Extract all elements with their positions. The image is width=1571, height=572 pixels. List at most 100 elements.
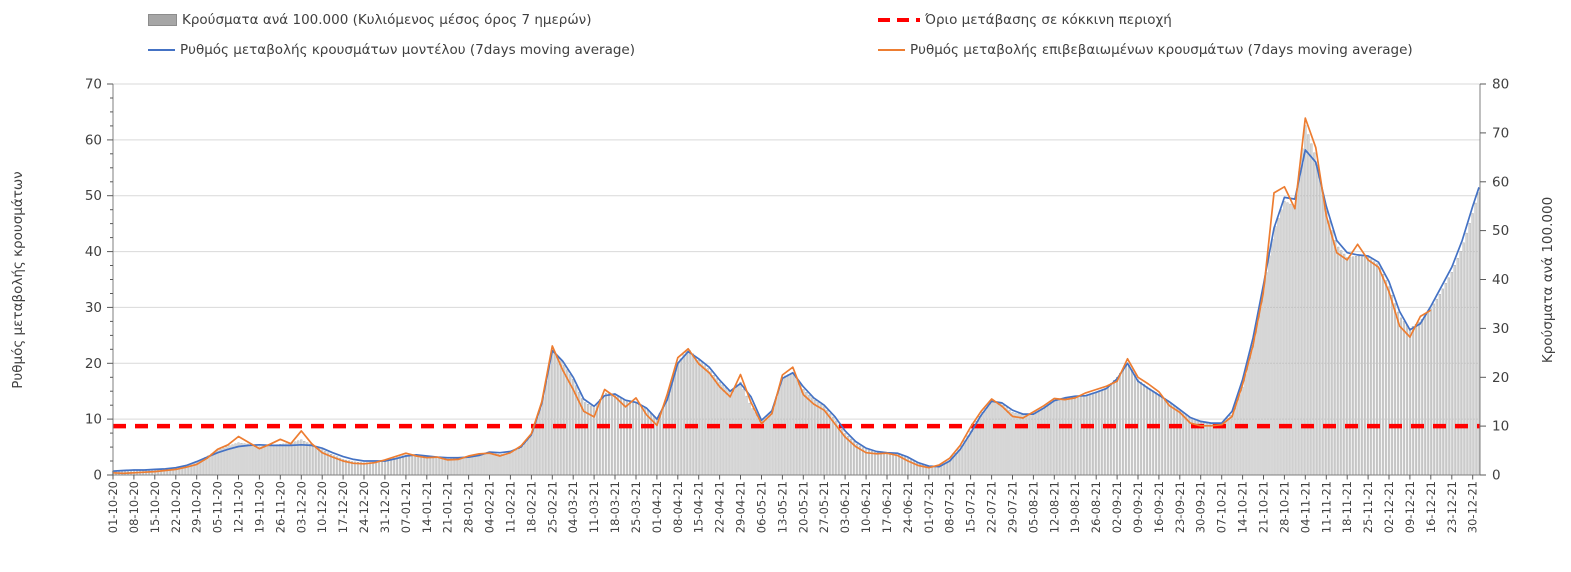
x-axis-date-label: 02-12-21 xyxy=(1382,481,1396,533)
x-axis-date-label: 08-04-21 xyxy=(671,481,685,533)
right-axis-tick-label: 10 xyxy=(1492,419,1509,435)
x-axis-date-label: 29-04-21 xyxy=(734,481,748,533)
x-axis-date-label: 03-06-21 xyxy=(838,481,852,533)
x-axis-date-label: 18-03-21 xyxy=(608,481,622,533)
x-axis-date-label: 30-09-21 xyxy=(1194,481,1208,533)
x-axis-date-label: 25-11-21 xyxy=(1361,481,1375,533)
left-axis-tick-label: 70 xyxy=(85,77,102,93)
left-axis-tick-label: 30 xyxy=(85,300,102,316)
gridlines xyxy=(113,83,1480,420)
x-axis-date-label: 14-10-21 xyxy=(1236,481,1250,533)
x-axis-date-label: 12-08-21 xyxy=(1047,481,1061,533)
x-axis-date-label: 21-01-21 xyxy=(441,481,455,533)
x-axis-date-label: 04-02-21 xyxy=(483,481,497,533)
x-axis-date-label: 25-03-21 xyxy=(629,481,643,533)
blue-line-swatch-icon xyxy=(148,48,175,52)
x-axis-date-label: 25-02-21 xyxy=(545,481,559,533)
x-axis-date-label: 05-08-21 xyxy=(1026,481,1040,533)
cases-bars-series xyxy=(111,125,1480,476)
x-axis-date-label: 23-09-21 xyxy=(1173,481,1187,533)
x-axis-date-label: 04-11-21 xyxy=(1298,481,1312,533)
right-axis-tick-label: 30 xyxy=(1492,321,1509,337)
x-axis-date-label: 22-07-21 xyxy=(985,481,999,533)
right-axis-title: Κρούσματα ανά 100.000 xyxy=(1540,197,1556,363)
x-axis-date-label: 11-03-21 xyxy=(587,481,601,533)
right-axis-tick-label: 40 xyxy=(1492,272,1509,288)
right-axis-tick-label: 50 xyxy=(1492,223,1509,239)
x-axis-date-label: 24-06-21 xyxy=(901,481,915,533)
left-axis-tick-label: 0 xyxy=(93,468,102,484)
x-axis-date-label: 01-07-21 xyxy=(922,481,936,533)
x-axis-date-label: 12-11-20 xyxy=(232,481,246,533)
x-axis-date-label: 27-05-21 xyxy=(817,481,831,533)
right-axis: 0 10 20 30 40 50 60 70 80 xyxy=(1480,77,1509,484)
x-axis-date-label: 18-02-21 xyxy=(524,481,538,533)
x-axis-date-label: 26-08-21 xyxy=(1089,481,1103,533)
x-axis-date-label: 28-10-21 xyxy=(1277,481,1291,533)
x-axis-date-label: 16-12-21 xyxy=(1424,481,1438,533)
legend-item-confirmed-rate: Ρυθμός μεταβολής επιβεβαιωμένων κρουσμάτ… xyxy=(878,41,1413,59)
x-axis-date-label: 29-07-21 xyxy=(1006,481,1020,533)
x-axis-date-label: 15-07-21 xyxy=(964,481,978,533)
x-axis-date-label: 10-12-20 xyxy=(315,481,329,533)
x-axis-date-label: 28-01-21 xyxy=(462,481,476,533)
x-axis-date-label: 20-05-21 xyxy=(796,481,810,533)
x-axis-date-label: 01-10-20 xyxy=(106,481,120,533)
x-axis-date-label: 09-09-21 xyxy=(1131,481,1145,533)
legend-label-confirmed-rate: Ρυθμός μεταβολής επιβεβαιωμένων κρουσμάτ… xyxy=(910,42,1413,58)
x-axis-date-label: 09-12-21 xyxy=(1403,481,1417,533)
x-axis-date-label: 11-11-21 xyxy=(1319,481,1333,533)
legend-label-model-rate: Ρυθμός μεταβολής κρουσμάτων μοντέλου (7d… xyxy=(180,42,636,58)
x-axis-date-label: 03-12-20 xyxy=(294,481,308,533)
x-axis-date-label: 10-06-21 xyxy=(859,481,873,533)
x-axis-date-label: 24-12-20 xyxy=(357,481,371,533)
x-axis-date-label: 17-06-21 xyxy=(880,481,894,533)
x-axis-date-label: 16-09-21 xyxy=(1152,481,1166,533)
right-axis-tick-label: 80 xyxy=(1492,77,1509,93)
x-axis-date-label: 30-12-21 xyxy=(1466,481,1480,533)
x-axis-date-label: 31-12-20 xyxy=(378,481,392,533)
legend-item-model-rate: Ρυθμός μεταβολής κρουσμάτων μοντέλου (7d… xyxy=(148,41,635,59)
red-dash-swatch-icon xyxy=(878,17,920,23)
x-axis-date-label: 18-11-21 xyxy=(1340,481,1354,533)
bar-swatch-icon xyxy=(148,14,177,26)
x-axis-date-label: 19-08-21 xyxy=(1068,481,1082,533)
x-axis-date-label: 22-04-21 xyxy=(713,481,727,533)
left-axis: 0 10 20 30 40 50 60 70 xyxy=(85,77,113,484)
x-axis-date-label: 15-10-20 xyxy=(148,481,162,533)
right-axis-tick-label: 0 xyxy=(1492,468,1501,484)
left-axis-title: Ρυθμός μεταβολής κρουσμάτων xyxy=(10,171,26,388)
x-axis-date-label: 21-10-21 xyxy=(1257,481,1271,533)
x-axis-date-label: 04-03-21 xyxy=(566,481,580,533)
orange-line-swatch-icon xyxy=(878,48,905,52)
x-axis-date-label: 06-05-21 xyxy=(755,481,769,533)
left-axis-tick-label: 20 xyxy=(85,356,102,372)
legend-label-cases-bars: Κρούσματα ανά 100.000 (Κυλιόμενος μέσος … xyxy=(182,12,592,28)
right-axis-tick-label: 70 xyxy=(1492,125,1509,141)
left-axis-tick-label: 10 xyxy=(85,412,102,428)
x-axis-date-label: 15-04-21 xyxy=(692,481,706,533)
right-axis-tick-label: 60 xyxy=(1492,174,1509,190)
legend-item-red-threshold: Όριο μετάβασης σε κόκκινη περιοχή xyxy=(878,11,1172,29)
confirmed-line-series xyxy=(112,117,1432,475)
x-axis-date-label: 29-10-20 xyxy=(190,481,204,533)
x-axis-date-label: 22-10-20 xyxy=(169,481,183,533)
x-axis-date-label: 13-05-21 xyxy=(775,481,789,533)
x-axis-date-label: 02-09-21 xyxy=(1110,481,1124,533)
left-axis-tick-label: 50 xyxy=(85,188,102,204)
left-axis-tick-label: 40 xyxy=(85,244,102,260)
x-axis-date-label: 26-11-20 xyxy=(273,481,287,533)
x-axis-date-label: 07-10-21 xyxy=(1215,481,1229,533)
x-axis: 01-10-20 08-10-20 15-10-20 22-10-20 29-10-20… xyxy=(106,475,1480,533)
x-axis-date-label: 23-12-21 xyxy=(1445,481,1459,533)
legend-label-red-threshold: Όριο μετάβασης σε κόκκινη περιοχή xyxy=(925,12,1172,28)
x-axis-date-label: 08-10-20 xyxy=(127,481,141,533)
x-axis-date-label: 08-07-21 xyxy=(943,481,957,533)
x-axis-date-label: 11-02-21 xyxy=(503,481,517,533)
legend-item-cases-bars: Κρούσματα ανά 100.000 (Κυλιόμενος μέσος … xyxy=(148,11,591,29)
x-axis-date-label: 14-01-21 xyxy=(420,481,434,533)
x-axis-date-label: 01-04-21 xyxy=(650,481,664,533)
x-axis-date-label: 19-11-20 xyxy=(252,481,266,533)
